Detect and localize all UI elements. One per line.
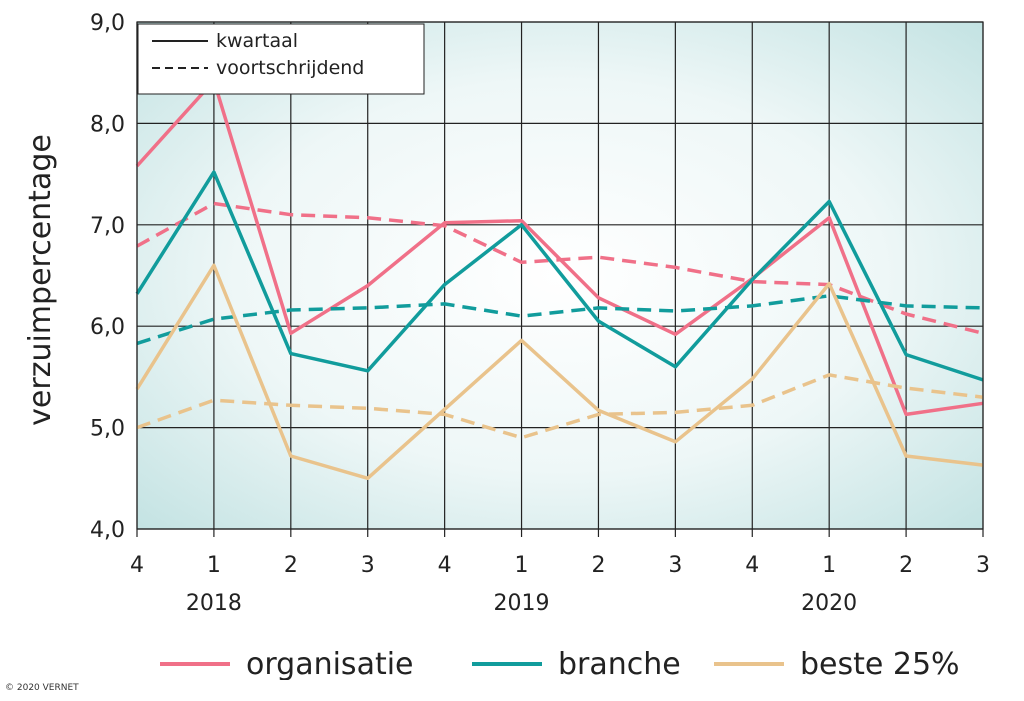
x-tick-label: 1	[515, 553, 529, 578]
legend-label: branche	[558, 647, 681, 680]
style-legend-label: voortschrijdend	[216, 57, 364, 79]
y-tick-label: 9,0	[90, 11, 125, 36]
series-lines	[135, 79, 984, 481]
series-line-beste-25--dashed	[136, 373, 984, 440]
year-labels: 2018 2019 2020	[186, 591, 857, 616]
y-axis-ticks: 4,0 5,0 6,0 7,0 8,0 9,0	[90, 11, 125, 543]
year-label: 2019	[494, 591, 550, 616]
y-tick-label: 4,0	[90, 518, 125, 543]
year-label: 2020	[801, 591, 857, 616]
x-axis-ticks: 4 1 2 3 4 1 2 3 4 1 2 3	[130, 553, 990, 578]
x-tick-label: 3	[361, 553, 375, 578]
x-tick-label: 1	[207, 553, 221, 578]
x-tick-label: 1	[822, 553, 836, 578]
legend-label: organisatie	[246, 647, 414, 680]
y-tick-label: 5,0	[90, 417, 125, 442]
series-line-branche	[135, 170, 984, 382]
style-legend-label: kwartaal	[216, 30, 298, 52]
x-tick-label: 2	[591, 553, 605, 578]
x-tick-label: 4	[438, 553, 452, 578]
copyright-text: © 2020 VERNET	[5, 683, 79, 693]
series-line-organisatie-dashed	[136, 201, 984, 335]
plot-border	[136, 21, 984, 530]
y-tick-label: 8,0	[90, 112, 125, 137]
x-tick-label: 3	[668, 553, 682, 578]
x-tick-label: 3	[976, 553, 990, 578]
x-tick-label: 4	[745, 553, 759, 578]
year-label: 2018	[186, 591, 242, 616]
x-tick-label: 4	[130, 553, 144, 578]
chart: 4,0 5,0 6,0 7,0 8,0 9,0 4 1 2 3 4 1 2 3 4 1 2 3 2018 2019…	[23, 11, 990, 680]
line-style-legend: kwartaal voortschrijdend	[137, 23, 425, 95]
series-legend: organisatie branche beste 25%	[160, 647, 960, 680]
series-line-branche-dashed	[136, 294, 984, 346]
x-tick-label: 2	[899, 553, 913, 578]
legend-label: beste 25%	[800, 647, 960, 680]
x-tick-label: 2	[284, 553, 298, 578]
y-tick-label: 6,0	[90, 315, 125, 340]
series-line-beste-25-	[135, 263, 984, 481]
y-axis-label: verzuimpercentage	[23, 134, 58, 426]
y-tick-label: 7,0	[90, 214, 125, 239]
